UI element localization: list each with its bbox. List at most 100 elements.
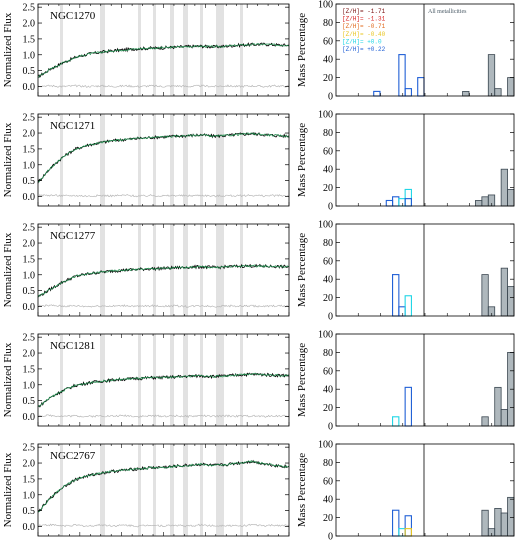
flux-tick-label: 2.5 [23, 3, 36, 14]
all-metallicity-bar [507, 286, 515, 317]
all-metallicity-bar [487, 54, 496, 97]
legend-entry: [Z/H]= +0.0 [342, 38, 382, 45]
histogram-frame [335, 333, 515, 427]
masked-region [183, 334, 188, 426]
flux-axis-title: Normalized Flux [2, 342, 14, 417]
masked-region [200, 4, 203, 96]
flux-tick-label: 1.5 [23, 34, 36, 45]
mass-tick-label: 0 [328, 312, 333, 323]
metallicity-bar [392, 196, 400, 207]
all-metallicity-bar [494, 386, 502, 427]
all-metallicity-bar [494, 88, 502, 97]
masked-region [153, 444, 156, 536]
mass-tick-label: 80 [323, 458, 333, 469]
metallicity-bar [392, 274, 400, 317]
masked-region [216, 224, 224, 316]
flux-tick-label: 1.5 [23, 144, 36, 155]
mass-tick-label: 0 [328, 422, 333, 433]
flux-tick-label: 1.5 [23, 474, 36, 485]
residual-line [37, 84, 290, 88]
flux-tick-label: 2.5 [23, 333, 36, 344]
flux-tick-label: 0.5 [23, 396, 36, 407]
observed-spectrum-line [37, 42, 289, 78]
mass-tick-label: 20 [323, 183, 333, 194]
flux-tick-label: 0.5 [23, 286, 36, 297]
masked-region [200, 444, 203, 536]
masked-region [216, 4, 224, 96]
histogram-frame [335, 113, 515, 207]
flux-tick-label: 1.0 [23, 50, 36, 61]
flux-tick-label: 1.0 [23, 490, 36, 501]
mass-tick-label: 60 [323, 146, 333, 157]
masked-region [240, 224, 243, 316]
all-metallicity-bar [500, 168, 508, 207]
masked-region [183, 224, 188, 316]
mass-tick-label: 0 [328, 532, 333, 542]
metallicity-bar [392, 509, 400, 537]
flux-axis-title: Normalized Flux [2, 452, 14, 527]
all-metallicities-label: All metallicities [428, 9, 467, 15]
metallicity-bar [398, 306, 406, 317]
masked-region [200, 224, 203, 316]
flux-tick-label: 2.5 [23, 443, 36, 454]
model-spectrum-line [37, 264, 290, 298]
mass-tick-label: 20 [323, 73, 333, 84]
flux-tick-label: 2.5 [23, 223, 36, 234]
galaxy-name-label: NGC1281 [50, 340, 95, 352]
flux-tick-label: 2.0 [23, 349, 36, 360]
masked-region [60, 444, 63, 536]
histogram-panel-ngc1281: 100 80 60 40 20 0 [318, 330, 515, 433]
masked-region [60, 4, 63, 96]
masked-region [100, 444, 105, 536]
model-spectrum-line [37, 459, 290, 513]
masked-region [200, 114, 203, 206]
all-metallicity-bar [500, 512, 508, 537]
masked-region [153, 4, 156, 96]
flux-tick-label: 2.0 [23, 19, 36, 30]
metallicity-bar [404, 88, 412, 97]
masked-region [183, 444, 188, 536]
mass-tick-label: 80 [323, 238, 333, 249]
flux-axis-title: Normalized Flux [2, 232, 14, 307]
all-metallicity-bar [481, 416, 489, 427]
masked-region [100, 334, 105, 426]
all-metallicity-bar [481, 196, 489, 207]
all-metallicity-bar [507, 496, 515, 537]
masked-region [60, 114, 63, 206]
masked-region [170, 114, 174, 206]
mass-tick-label: 40 [323, 275, 333, 286]
spectrum-panel-ngc1271: 2.5 2.0 1.5 1.0 0.5 0.0 NGC1271 [23, 113, 290, 207]
metallicity-bar [404, 515, 412, 537]
residual-line [37, 523, 290, 528]
mass-tick-label: 80 [323, 18, 333, 29]
spectrum-panel-ngc1281: 2.5 2.0 1.5 1.0 0.5 0.0 NGC1281 [23, 333, 290, 427]
mass-axis-title: Mass Percentage [296, 123, 308, 197]
galaxy-name-label: NGC2767 [50, 450, 96, 462]
masked-region [240, 114, 243, 206]
model-spectrum-line [37, 43, 290, 79]
masked-region [240, 444, 243, 536]
masked-region [183, 4, 188, 96]
masked-region [170, 334, 174, 426]
flux-tick-label: 0.0 [23, 192, 36, 203]
mass-tick-label: 100 [318, 0, 333, 11]
all-metallicity-bar [462, 91, 470, 97]
metallicity-bar [373, 90, 381, 97]
model-spectrum-line [37, 132, 290, 183]
flux-tick-label: 1.5 [23, 254, 36, 265]
spectrum-panel-ngc2767: 2.5 2.0 1.5 1.0 0.5 0.0 NGC2767 [23, 443, 290, 537]
mass-tick-label: 100 [318, 440, 333, 451]
flux-tick-label: 0.5 [23, 176, 36, 187]
masked-region [60, 334, 63, 426]
flux-axis-title: Normalized Flux [2, 122, 14, 197]
flux-tick-label: 0.5 [23, 66, 36, 77]
flux-tick-label: 0.0 [23, 412, 36, 423]
metallicity-bar [398, 54, 406, 97]
masked-region [216, 334, 224, 426]
flux-tick-label: 2.5 [23, 113, 36, 124]
mass-axis-title: Mass Percentage [296, 343, 308, 417]
mass-tick-label: 0 [328, 202, 333, 213]
masked-region [138, 224, 141, 316]
mass-tick-label: 60 [323, 476, 333, 487]
